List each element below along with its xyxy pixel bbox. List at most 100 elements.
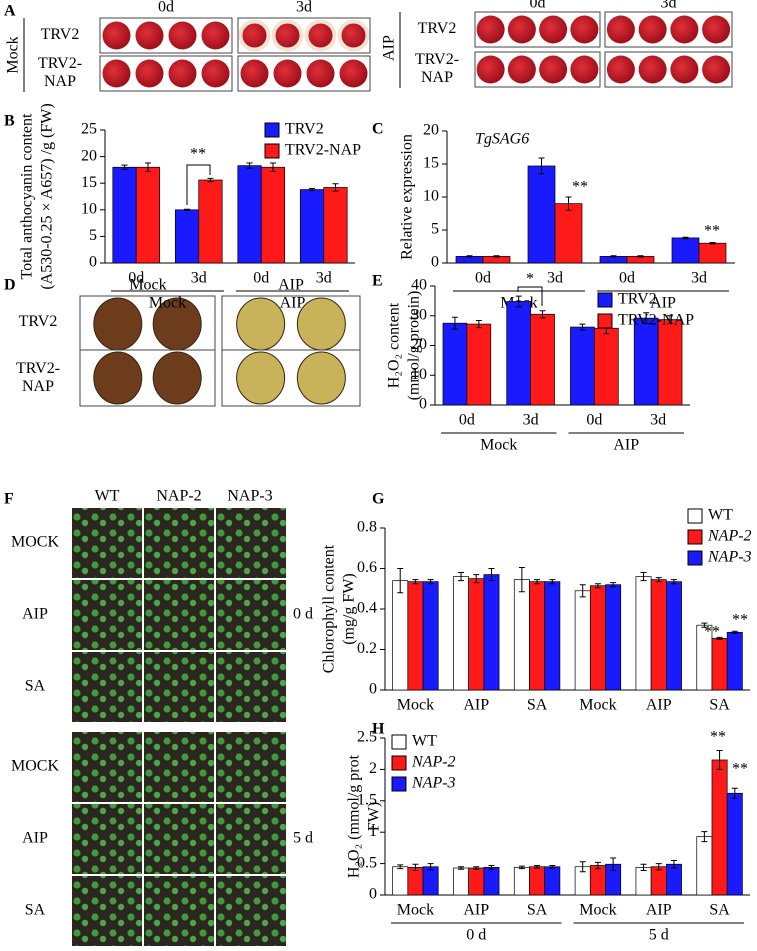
petal-disc [236,351,286,405]
x-tick-label: Mock [579,697,616,714]
bar [570,326,595,406]
petal-disc [93,297,143,351]
bar [594,327,619,406]
annotation: ** [190,146,206,163]
y-tick-label: 0.6 [357,559,377,576]
plant-photo [72,652,142,722]
y-tick-label: 10 [411,366,427,383]
petal-disc [238,19,271,52]
error-bar [534,579,541,585]
error-bar [640,863,647,872]
plant-photo [216,804,286,874]
y-axis-label: FW) [366,802,383,831]
y-tick-label: 0 [369,681,377,698]
error-bar [709,242,716,245]
row-label: AIP [22,606,48,623]
legend-swatch [687,550,703,566]
error-bar [475,320,482,329]
error-bar [655,577,662,583]
bar [529,581,546,691]
row-label: AIP [22,830,48,847]
y-tick-label: 2.5 [357,729,377,746]
petal-disc [102,21,131,50]
error-bar [670,859,677,869]
y-tick-label: 40 [411,277,427,294]
row-label: TRV2-NAP [414,51,460,86]
annotation: * [526,271,534,288]
plant-photo [144,732,214,802]
bar [466,323,492,406]
x-tick-label: 3d [650,412,666,429]
error-bar [466,255,473,258]
bar [198,179,223,264]
bar [483,867,500,896]
x-tick-label: 0d [475,270,491,287]
row-label: TRV2 [417,20,457,37]
petal-disc [201,59,230,88]
error-bar [488,864,495,870]
legend-swatch [687,529,703,545]
error-bar [488,568,495,582]
error-bar [473,866,480,870]
error-bar [565,196,572,211]
petal-disc [168,59,197,88]
column-label: NAP-3 [227,488,272,505]
panel-label: D [4,277,16,294]
x-tick-label: 3d [316,270,332,287]
legend-label: WT [412,733,437,750]
error-bar [144,162,151,172]
legend-swatch [597,313,613,329]
x-tick-label: SA [527,697,548,714]
bar [650,579,667,691]
row-label: MOCK [11,758,59,775]
bar [468,578,485,691]
bar [711,638,728,691]
y-tick-label: 20 [411,336,427,353]
bar [422,866,439,896]
column-label: AIP [278,277,304,294]
legend-swatch [687,508,703,524]
petal-disc [152,351,202,405]
error-bar [515,295,522,308]
bar [260,166,286,264]
plant-photo [72,580,142,650]
y-axis-label: H₂O₂ content [386,302,403,388]
plant-photo [216,876,286,946]
error-bar [539,310,546,319]
y-tick-label: 1 [369,823,377,840]
plant-photo [216,732,286,802]
y-tick-label: 0.5 [357,854,377,871]
error-bar [458,866,465,870]
bar [513,867,530,896]
bar [527,165,556,264]
row-label: TRV2 [18,313,58,330]
error-bar [493,255,500,258]
error-bar [397,864,404,870]
error-bar [731,630,738,634]
y-tick-label: 20 [423,122,439,139]
row-label: TRV2 [40,26,80,43]
petal-disc [539,55,568,84]
error-bar [594,861,601,870]
bar [237,165,262,264]
petal-disc [135,59,164,88]
legend-label: NAP-2 [411,754,456,771]
x-tick-label: Mock [579,902,616,919]
error-bar [269,162,276,172]
y-tick-label: 0 [369,886,377,903]
petal-disc [102,59,131,88]
petal-disc [638,15,667,44]
error-bar [610,857,617,872]
column-label: 3d [296,0,312,16]
petal-disc [476,15,505,44]
legend-swatch [597,292,613,308]
x-tick-label: 0d [128,270,144,287]
bar [323,187,348,264]
row-label: TRV2-NAP [37,55,83,90]
bar [650,866,667,896]
error-bar [643,312,650,324]
y-tick-label: 10 [423,188,439,205]
bar [698,242,727,264]
group-label: AIP [280,295,306,312]
error-bar [640,572,647,582]
